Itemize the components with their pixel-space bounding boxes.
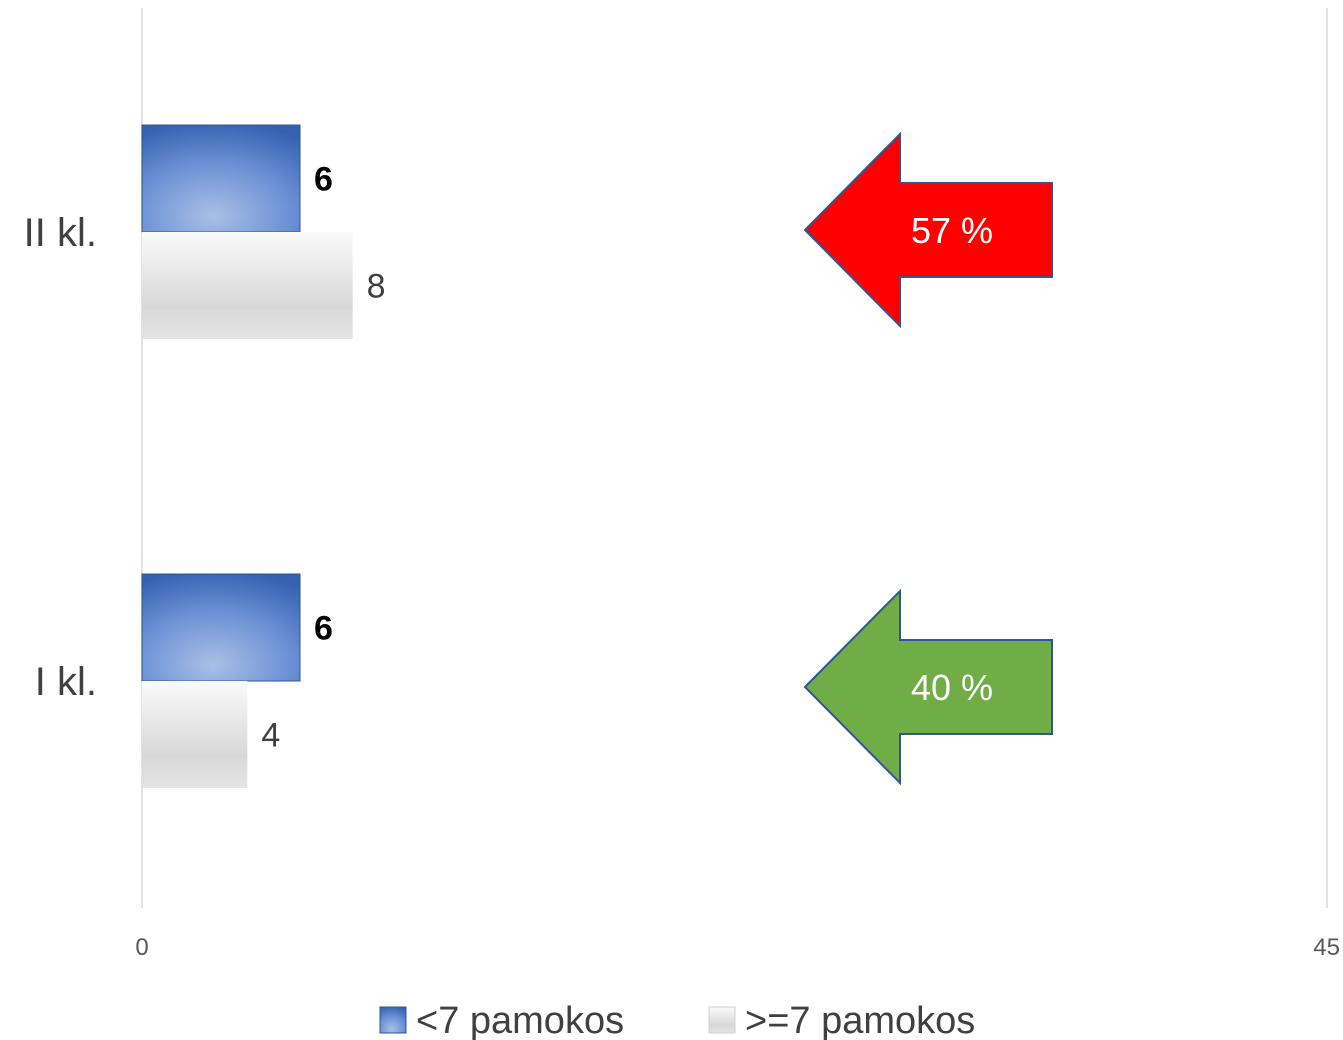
legend-label: >=7 pamokos — [745, 1000, 975, 1040]
category-labels-group: II kl. I kl. — [24, 211, 97, 704]
data-labels-group: 6 8 6 4 — [261, 161, 385, 755]
tick-labels-group: 0 45 — [135, 934, 1340, 961]
bar-ge7-1 — [142, 681, 248, 788]
data-label: 4 — [261, 717, 280, 755]
category-label: II kl. — [24, 211, 97, 255]
data-label: 8 — [367, 268, 386, 306]
data-label: 6 — [314, 610, 333, 648]
bar-lt7-0 — [141, 124, 301, 233]
annotation-label: 57 % — [911, 210, 993, 251]
legend: <7 pamokos >=7 pamokos — [379, 1000, 975, 1040]
legend-label: <7 pamokos — [416, 1000, 624, 1040]
x-tick-label: 45 — [1313, 934, 1340, 961]
category-label: I kl. — [35, 660, 97, 704]
annotation-arrow-icon — [803, 588, 1053, 786]
bars-group — [141, 124, 353, 788]
bar-ge7-0 — [142, 232, 353, 339]
annotations-group: 57 % 40 % — [803, 131, 1053, 786]
annotation-label: 40 % — [911, 667, 993, 708]
x-tick-label: 0 — [135, 934, 148, 961]
bar-lt7-1 — [141, 573, 301, 682]
annotation-arrow-icon — [803, 131, 1053, 329]
legend-swatch — [379, 1006, 407, 1034]
legend-swatch — [708, 1006, 736, 1034]
data-label: 6 — [314, 161, 333, 199]
